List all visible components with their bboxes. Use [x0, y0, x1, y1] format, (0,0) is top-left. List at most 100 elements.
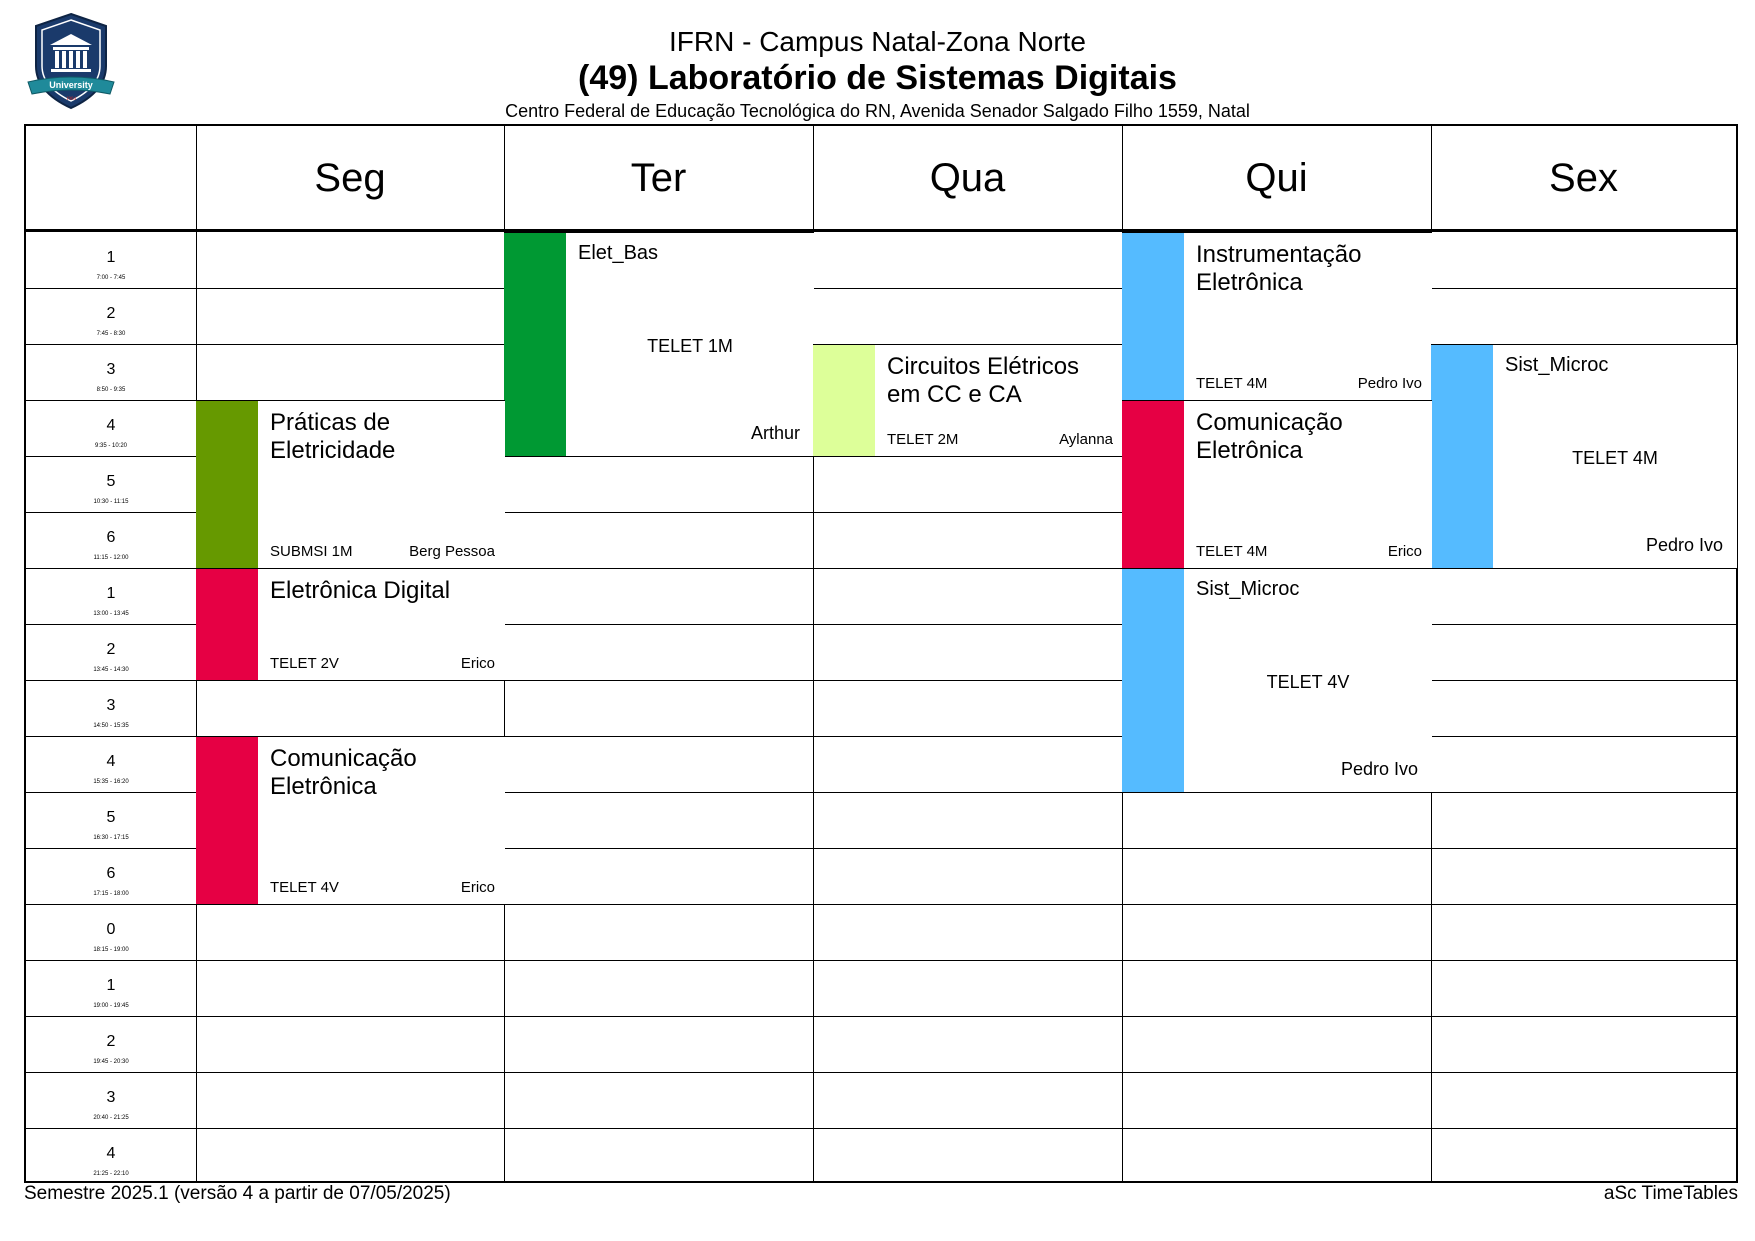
lesson-teacher: Erico [460, 655, 495, 672]
lesson-card[interactable]: Circuitos Elétricos em CC e CA TELET 2M Ay… [813, 344, 1123, 457]
header-separator [26, 229, 1736, 232]
lesson-subject: Práticas de Eletricidade [270, 409, 396, 464]
room-title: (49) Laboratório de Sistemas Digitais [578, 59, 1177, 97]
row-divider [26, 1016, 1736, 1017]
institution-title: IFRN - Campus Natal-Zona Norte [668, 26, 1086, 57]
period-time: 16:30 - 17:15 [93, 835, 129, 841]
period-number: 3 [106, 1089, 116, 1106]
lesson-subject: Circuitos Elétricos em CC e CA [887, 353, 1080, 408]
lesson-card[interactable]: Sist_Microc TELET 4V Pedro Ivo [1122, 568, 1432, 793]
lesson-teacher: Pedro Ivo [1645, 535, 1723, 555]
row-divider [26, 568, 1736, 569]
row-divider [26, 288, 1736, 289]
subject-color-bar [196, 569, 258, 680]
period-label: 6 11:15 - 12:00 [26, 512, 196, 568]
lesson-teacher: Pedro Ivo [1340, 759, 1418, 779]
lesson-card[interactable]: Instrumentação Eletrônica TELET 4M Pedro I… [1122, 232, 1432, 401]
period-label: 2 19:45 - 20:30 [26, 1016, 196, 1072]
period-time: 13:45 - 14:30 [93, 667, 129, 673]
lesson-class: TELET 4M [1196, 375, 1268, 392]
period-time: 19:45 - 20:30 [93, 1059, 129, 1065]
day-header-qua: Qua [929, 155, 1006, 200]
university-logo: University 1904 [27, 12, 115, 110]
period-number: 6 [106, 529, 116, 546]
svg-text:University: University [49, 80, 93, 90]
lesson-class: TELET 4M [1196, 543, 1268, 560]
lesson-card[interactable]: Comunicação Eletrônica TELET 4V Erico [196, 736, 505, 905]
column-divider [813, 126, 814, 1181]
row-divider [26, 624, 1736, 625]
period-label: 2 13:45 - 14:30 [26, 624, 196, 680]
period-label: 3 20:40 - 21:25 [26, 1072, 196, 1128]
period-number: 4 [106, 753, 116, 770]
subject-color-bar [504, 233, 566, 456]
lesson-card[interactable]: Práticas de Eletricidade SUBMSI 1M Berg Pe… [196, 400, 505, 569]
lesson-class: SUBMSI 1M [270, 543, 353, 560]
row-divider [26, 1072, 1736, 1073]
lesson-card[interactable]: Elet_Bas TELET 1M Arthur [504, 232, 814, 457]
period-number: 6 [106, 865, 116, 882]
period-label: 4 15:35 - 16:20 [26, 736, 196, 792]
lesson-teacher: Arthur [750, 423, 800, 443]
lesson-class: TELET 1M [647, 335, 733, 356]
timetable-grid: Seg Ter Qua Qui Sex 1 7:00 - 7:45 2 7:45 - 8:30 3… [24, 124, 1738, 1183]
day-header-sex: Sex [1549, 155, 1618, 200]
lesson-teacher: Aylanna [1059, 431, 1113, 448]
software-credit: aSc TimeTables [1603, 1183, 1738, 1204]
row-divider [26, 736, 1736, 737]
subject-color-bar [196, 737, 258, 904]
period-number: 2 [106, 641, 116, 658]
period-label: 1 19:00 - 19:45 [26, 960, 196, 1016]
row-divider [26, 792, 1736, 793]
lesson-teacher: Erico [1387, 543, 1422, 560]
period-label: 3 14:50 - 15:35 [26, 680, 196, 736]
period-label: 1 13:00 - 13:45 [26, 568, 196, 624]
period-number: 1 [106, 585, 116, 602]
row-divider [26, 680, 1736, 681]
subject-color-bar [1122, 569, 1184, 792]
lesson-subject: Sist_Microc [1505, 354, 1609, 376]
period-time: 17:15 - 18:00 [93, 891, 129, 897]
period-label: 0 18:15 - 19:00 [26, 904, 196, 960]
lesson-card[interactable]: Comunicação Eletrônica TELET 4M Erico [1122, 400, 1432, 569]
day-header-seg: Seg [314, 155, 386, 200]
period-number: 1 [106, 977, 116, 994]
period-time: 14:50 - 15:35 [93, 723, 129, 729]
period-label: 3 8:50 - 9:35 [26, 344, 196, 400]
period-time: 9:35 - 10:20 [94, 443, 128, 449]
address-line: Centro Federal de Educação Tecnológica d… [505, 101, 1250, 121]
lesson-class: TELET 4M [1572, 447, 1658, 468]
day-header-ter: Ter [630, 155, 687, 200]
lesson-card[interactable]: Eletrônica Digital TELET 2V Erico [196, 568, 505, 681]
row-divider [26, 904, 1736, 905]
period-time: 20:40 - 21:25 [93, 1115, 129, 1121]
semester-info: Semestre 2025.1 (versão 4 a partir de 07… [24, 1183, 451, 1204]
lesson-subject: Eletrônica Digital [270, 577, 451, 604]
row-divider [26, 512, 1736, 513]
lesson-subject: Elet_Bas [578, 242, 659, 264]
period-time: 10:30 - 11:15 [93, 499, 129, 505]
period-time: 11:15 - 12:00 [93, 555, 129, 561]
period-number: 0 [106, 921, 116, 938]
period-label: 1 7:00 - 7:45 [26, 232, 196, 288]
period-time: 13:00 - 13:45 [93, 611, 129, 617]
period-number: 1 [106, 249, 116, 266]
lesson-class: TELET 2M [887, 431, 959, 448]
period-time: 15:35 - 16:20 [93, 779, 129, 785]
row-divider [26, 848, 1736, 849]
subject-color-bar [1431, 345, 1493, 568]
period-number: 2 [106, 305, 116, 322]
period-time: 19:00 - 19:45 [93, 1003, 129, 1009]
lesson-class: TELET 4V [270, 879, 339, 896]
subject-color-bar [1122, 233, 1184, 400]
period-number: 4 [106, 417, 116, 434]
lesson-card[interactable]: Sist_Microc TELET 4M Pedro Ivo [1431, 344, 1737, 569]
lesson-subject: Comunicação Eletrônica [270, 745, 417, 800]
lesson-subject: Comunicação Eletrônica [1196, 409, 1343, 464]
period-number: 2 [106, 1033, 116, 1050]
period-number: 3 [106, 697, 116, 714]
subject-color-bar [813, 345, 875, 456]
subject-color-bar [196, 401, 258, 568]
row-divider [26, 960, 1736, 961]
period-number: 4 [106, 1145, 116, 1162]
